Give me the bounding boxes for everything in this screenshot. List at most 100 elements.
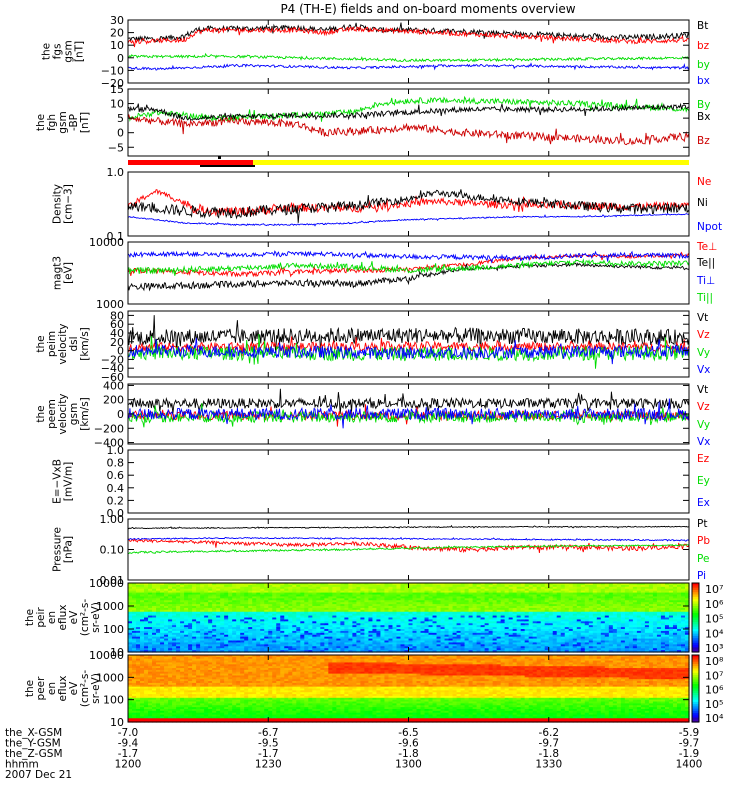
spectrogram-cell bbox=[184, 644, 189, 647]
spectrogram-cell bbox=[436, 644, 442, 647]
spectrogram-cell bbox=[156, 598, 161, 601]
spectrogram-cell bbox=[404, 588, 410, 592]
spectrogram-cell bbox=[304, 650, 309, 653]
spectrogram-cell bbox=[244, 611, 249, 615]
spectrogram-cell bbox=[464, 594, 470, 598]
spectrogram-cell bbox=[128, 607, 133, 611]
spectrogram-cell bbox=[424, 625, 430, 628]
spectrogram-cell bbox=[304, 600, 309, 603]
spectrogram-cell bbox=[364, 607, 370, 611]
spectrogram-cell bbox=[392, 619, 398, 622]
spectrogram-cell bbox=[364, 615, 370, 619]
spectrogram-cell bbox=[316, 613, 321, 617]
spectrogram-cell bbox=[196, 627, 201, 630]
spectrogram-cell bbox=[376, 594, 382, 598]
spectrogram-cell bbox=[288, 602, 293, 605]
spectrogram-cell bbox=[420, 584, 426, 588]
spectrogram-cell bbox=[368, 607, 374, 611]
spectrogram-cell bbox=[240, 609, 245, 613]
spectrogram-cell bbox=[468, 627, 474, 630]
spectrogram-cell bbox=[456, 630, 462, 634]
spectrogram-cell bbox=[396, 617, 402, 621]
spectrogram-cell bbox=[496, 607, 502, 611]
spectrogram-cell bbox=[136, 583, 141, 586]
spectrogram-cell bbox=[380, 590, 386, 594]
spectrogram-cell bbox=[284, 642, 289, 645]
spectrogram-cell bbox=[264, 611, 269, 615]
spectrogram-cell bbox=[416, 609, 422, 613]
spectrogram-cell bbox=[148, 646, 153, 649]
spectrogram-cell bbox=[288, 636, 293, 640]
spectrogram-cell bbox=[160, 584, 165, 588]
spectrogram-cell bbox=[176, 606, 181, 609]
spectrogram-cell bbox=[224, 615, 229, 619]
spectrogram-cell bbox=[460, 636, 466, 640]
spectrogram-cell bbox=[224, 583, 229, 586]
spectrogram-cell bbox=[240, 590, 245, 594]
spectrogram-cell bbox=[156, 636, 161, 640]
spectrogram-cell bbox=[412, 617, 418, 621]
spectrogram-cell bbox=[324, 604, 329, 607]
spectrogram-cell bbox=[360, 592, 366, 596]
spectrogram-cell bbox=[400, 609, 406, 613]
spectrogram-cell bbox=[256, 646, 261, 649]
spectrogram-cell bbox=[272, 583, 277, 586]
spectrogram-cell bbox=[536, 602, 542, 605]
spectrogram-cell bbox=[424, 630, 430, 634]
spectrogram-cell bbox=[244, 596, 249, 599]
spectrogram-cell bbox=[464, 644, 470, 647]
spectrogram-cell bbox=[264, 640, 269, 644]
spectrogram-cell bbox=[220, 586, 225, 590]
spectrogram-cell bbox=[540, 625, 546, 628]
spectrogram-cell bbox=[548, 594, 554, 598]
spectrogram-cell bbox=[332, 594, 337, 598]
spectrogram-cell bbox=[392, 588, 398, 592]
spectrogram-cell bbox=[416, 636, 422, 640]
spectrogram-cell bbox=[432, 604, 438, 607]
spectrogram-cell bbox=[440, 625, 446, 628]
spectrogram-cell bbox=[224, 611, 229, 615]
spectrogram-cell bbox=[176, 600, 181, 603]
spectrogram-cell bbox=[200, 630, 205, 634]
spectrogram-cell bbox=[548, 611, 554, 615]
spectrogram-cell bbox=[400, 617, 406, 621]
spectrogram-cell bbox=[484, 613, 490, 617]
spectrogram-cell bbox=[408, 642, 414, 645]
spectrogram-cell bbox=[452, 588, 458, 592]
spectrogram-cell bbox=[316, 606, 321, 609]
spectrogram-cell bbox=[332, 598, 337, 601]
spectrogram-cell bbox=[240, 583, 245, 586]
spectrogram-cell bbox=[216, 588, 221, 592]
spectrogram-cell bbox=[452, 623, 458, 626]
spectrogram-cell bbox=[544, 586, 550, 590]
spectrogram-cell bbox=[240, 629, 245, 632]
spectrogram-cell bbox=[484, 609, 490, 613]
spectrogram-cell bbox=[508, 648, 514, 651]
spectrogram-cell bbox=[468, 613, 474, 617]
spectrogram-cell bbox=[452, 602, 458, 605]
spectrogram-cell bbox=[548, 596, 554, 599]
spectrogram-cell bbox=[180, 646, 185, 649]
spectrogram-cell bbox=[256, 594, 261, 598]
spectrogram-cell bbox=[456, 613, 462, 617]
spectrogram-cell bbox=[208, 602, 213, 605]
spectrogram-cell bbox=[492, 650, 498, 653]
spectrogram-cell bbox=[192, 613, 197, 617]
spectrogram-cell bbox=[204, 640, 209, 644]
spectrogram-cell bbox=[132, 613, 137, 617]
spectrogram-cell bbox=[356, 648, 362, 651]
spectrogram-cell bbox=[228, 650, 233, 653]
spectrogram-cell bbox=[328, 604, 333, 607]
spectrogram-cell bbox=[496, 642, 502, 645]
spectrogram-cell bbox=[324, 623, 329, 626]
spectrogram-cell bbox=[344, 634, 349, 638]
spectrogram-cell bbox=[500, 640, 506, 644]
spectrogram-cell bbox=[480, 602, 486, 605]
spectrogram-cell bbox=[504, 617, 510, 621]
spectrogram-cell bbox=[468, 648, 474, 651]
spectrogram-cell bbox=[144, 609, 149, 613]
spectrogram-cell bbox=[132, 623, 137, 626]
spectrogram-cell bbox=[176, 627, 181, 630]
y-axis-label-line: magt3 bbox=[52, 256, 64, 290]
spectrogram-cell bbox=[532, 583, 538, 586]
